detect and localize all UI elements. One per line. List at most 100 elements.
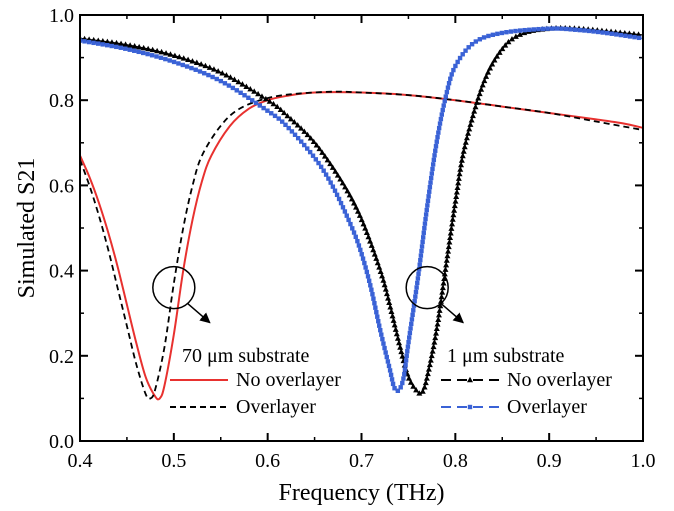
series-marker — [623, 33, 628, 38]
series-marker — [100, 42, 105, 47]
series-marker — [258, 93, 265, 99]
series-marker — [140, 44, 147, 51]
series-marker — [167, 51, 174, 57]
series-marker — [310, 153, 316, 158]
series-marker — [321, 168, 326, 173]
series-marker — [433, 325, 440, 332]
series-marker — [405, 349, 410, 354]
series-marker — [235, 78, 242, 85]
series-marker — [223, 72, 230, 78]
series-marker — [444, 252, 451, 259]
series-marker — [472, 103, 479, 110]
series-marker — [421, 384, 428, 390]
series-marker — [421, 230, 426, 235]
series-marker — [382, 345, 387, 351]
series-marker — [428, 352, 435, 359]
series-marker — [339, 180, 346, 186]
series-marker — [458, 161, 465, 168]
series-marker — [401, 376, 406, 381]
series-marker — [477, 37, 483, 42]
series-marker — [355, 238, 360, 244]
series-marker — [250, 98, 255, 103]
series-marker — [127, 47, 132, 52]
series-marker — [276, 116, 281, 121]
series-marker — [395, 388, 401, 394]
series-marker — [452, 198, 459, 204]
series-marker — [582, 28, 587, 33]
series-marker — [453, 193, 460, 200]
series-marker — [149, 46, 156, 53]
series-marker — [114, 44, 119, 50]
x-tick-label: 0.7 — [349, 450, 374, 472]
series-marker — [176, 53, 183, 60]
series-marker — [373, 305, 378, 310]
series-marker — [368, 283, 373, 288]
series-marker — [82, 39, 87, 44]
series-marker — [476, 90, 483, 97]
series-marker — [359, 252, 364, 257]
series-marker — [372, 301, 377, 306]
series-marker — [382, 286, 389, 292]
series-marker — [390, 381, 396, 387]
series-marker — [266, 98, 273, 104]
series-marker — [433, 148, 438, 153]
series-marker — [433, 144, 439, 149]
series-marker — [363, 229, 370, 235]
series-marker — [540, 26, 546, 32]
series-marker — [419, 244, 425, 249]
series-marker — [294, 122, 301, 128]
series-marker — [425, 366, 432, 372]
series-marker — [444, 89, 450, 95]
series-marker — [313, 142, 320, 148]
series-marker — [427, 357, 434, 363]
series-marker — [522, 27, 527, 33]
legend-group-label: 70 μm substrate — [182, 345, 309, 367]
series-marker — [379, 332, 384, 337]
series-marker — [318, 164, 324, 170]
series-marker — [374, 310, 379, 315]
series-marker — [234, 88, 239, 93]
series-marker — [435, 134, 440, 140]
series-marker — [440, 280, 447, 286]
series-marker — [338, 200, 344, 206]
series-marker — [473, 39, 479, 44]
series-marker — [455, 59, 460, 65]
series-marker — [423, 216, 428, 222]
legend-marker — [467, 376, 473, 383]
series-marker — [202, 62, 209, 69]
series-marker — [95, 41, 101, 46]
series-marker — [154, 54, 159, 59]
series-marker — [167, 58, 172, 63]
series-marker — [438, 293, 445, 300]
series-marker — [394, 335, 401, 341]
series-marker — [418, 253, 424, 258]
series-marker — [374, 259, 381, 266]
series-marker — [486, 33, 491, 39]
series-marker — [460, 148, 467, 154]
series-marker — [577, 27, 582, 33]
series-marker — [356, 212, 363, 218]
series-marker — [193, 67, 198, 72]
series-marker — [554, 26, 560, 31]
series-marker — [487, 65, 494, 71]
series-marker — [423, 375, 430, 381]
series-marker — [356, 243, 362, 248]
series-marker — [455, 180, 462, 186]
series-marker — [431, 339, 438, 345]
series-marker — [253, 100, 259, 106]
series-marker — [301, 128, 308, 134]
series-marker — [416, 271, 421, 277]
series-marker — [189, 58, 196, 64]
series-marker — [417, 262, 422, 267]
y-tick-label: 0.2 — [49, 346, 74, 368]
series-marker — [423, 212, 429, 217]
series-marker — [410, 383, 417, 389]
series-marker — [489, 61, 496, 67]
series-marker — [614, 32, 619, 37]
series-marker — [443, 257, 450, 263]
series-marker — [132, 48, 137, 53]
series-marker — [397, 344, 404, 350]
series-marker — [360, 256, 366, 261]
series-marker — [302, 142, 307, 148]
